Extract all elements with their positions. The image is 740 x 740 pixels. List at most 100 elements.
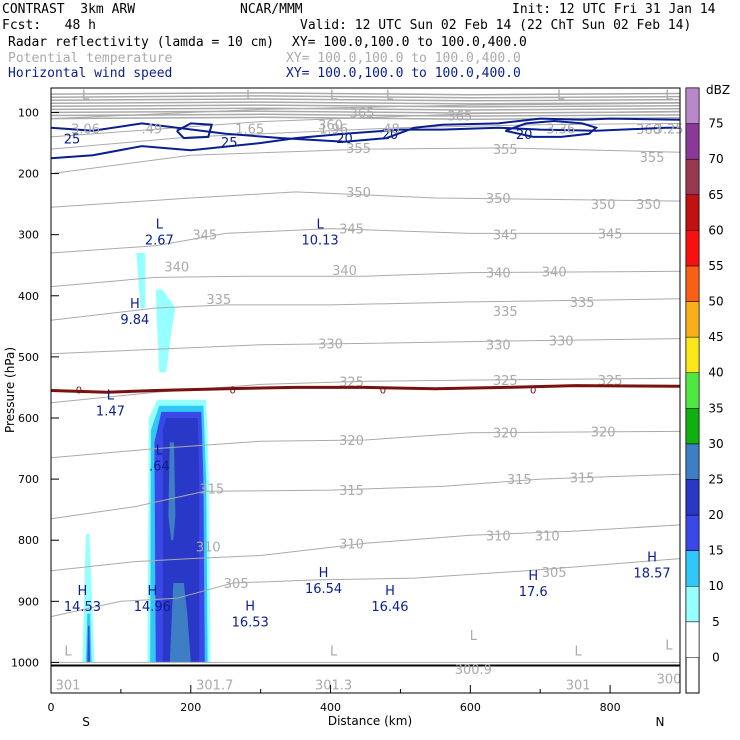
- x-axis-title: Distance (km): [328, 714, 412, 728]
- reflectivity-cell-15dbz: [87, 625, 91, 663]
- reflectivity-layer: [82, 253, 211, 663]
- colorbar-label: 25: [708, 472, 723, 486]
- colorbar-swatch-60: [685, 194, 700, 231]
- theta-upper-line: [50, 95, 681, 99]
- theta-label: 340: [486, 267, 511, 282]
- theta-extremum-marker: L: [665, 638, 673, 653]
- theta-extremum-value: 3.25: [655, 122, 684, 137]
- theta-label: 320: [493, 427, 518, 442]
- theta-extremum-value: 1.65: [235, 122, 264, 137]
- theta-extremum-value: 301.7: [196, 678, 233, 693]
- y-tick-label: 800: [18, 534, 39, 547]
- y-tick-label: 600: [18, 412, 39, 425]
- valid-time: Valid: 12 UTC Sun 02 Feb 14 (22 ChT Sun …: [300, 18, 692, 33]
- x-tick-label: 600: [460, 701, 481, 714]
- theta-line-310: [50, 524, 681, 572]
- colorbar-swatch-5: [685, 585, 700, 623]
- colorbar-swatch-25: [685, 443, 700, 480]
- theta-line-325: [50, 377, 681, 404]
- theta-upper-line: [50, 107, 681, 111]
- wind-extremum-marker: L: [316, 218, 324, 233]
- theta-label: 350: [486, 192, 511, 207]
- x-tick-label: 0: [48, 701, 55, 714]
- reflectivity-cell-5dbz: [82, 534, 95, 663]
- theta-label: 345: [192, 229, 217, 244]
- colorbar-label: 60: [708, 223, 723, 237]
- colorbar-label: 40: [708, 366, 723, 380]
- wind-contour: [50, 117, 681, 143]
- axis-layer: 0 200 400 600 800100200300400500600700800900…: [11, 106, 621, 714]
- wind-extremum-value: .64: [149, 460, 170, 475]
- colorbar-label: 30: [708, 437, 723, 451]
- wind-extremum-marker: L: [156, 444, 164, 459]
- theta-upper-line: [50, 101, 681, 105]
- wind-extremum-value: 18.57: [633, 567, 670, 582]
- theta-upper-line: [50, 113, 681, 117]
- colorbar-swatch-0: [685, 621, 700, 658]
- theta-label: 310: [196, 540, 221, 555]
- freezing-level-label: 0: [380, 385, 386, 396]
- reflectivity-cell-25dbz: [168, 442, 176, 541]
- theta-line-320: [50, 430, 681, 459]
- theta-extremum-value: 300.9: [455, 663, 492, 678]
- theta-label: 305: [224, 577, 249, 592]
- colorbar-swatch-35: [685, 372, 700, 409]
- freezing-level-line: [50, 384, 681, 394]
- colorbar-label: 45: [708, 330, 723, 344]
- wind-extremum-marker: H: [78, 584, 88, 599]
- colorbar-swatch-45: [685, 301, 700, 338]
- theta-extremum-marker: L: [64, 644, 72, 659]
- theta-label: 345: [598, 227, 623, 242]
- theta-label: 335: [570, 296, 595, 311]
- theta-extremum-value: 300: [657, 672, 682, 687]
- reflectivity-cell-25dbz: [169, 583, 191, 663]
- theta-extremum-marker: L: [575, 644, 583, 659]
- theta-label: 330: [549, 334, 574, 349]
- theta-label: 315: [339, 484, 364, 499]
- theta-label: 340: [332, 264, 357, 279]
- theta-line-345: [50, 228, 680, 254]
- colorbar-swatch-40: [685, 336, 700, 373]
- freezing-level-label: 0: [76, 385, 82, 396]
- colorbar-label: 20: [708, 508, 723, 522]
- wind-extremum-value: 16.54: [305, 582, 342, 597]
- theta-line-305: [50, 558, 681, 618]
- theta-label: 315: [199, 482, 224, 497]
- colorbar-swatch-10: [685, 550, 700, 587]
- wind-contour-label: 20: [382, 128, 399, 143]
- colorbar-label: 10: [708, 579, 723, 593]
- theta-extremum-value: 3.36: [546, 122, 575, 137]
- theta-extremum-marker: L: [557, 88, 565, 103]
- theta-upper-line: [50, 116, 681, 120]
- theta-label: 320: [591, 425, 616, 440]
- theta-label: 335: [493, 305, 518, 320]
- theta-label: 355: [493, 143, 518, 158]
- y-tick-label: 100: [18, 106, 39, 119]
- wind-extremum-value: 9.84: [120, 313, 149, 328]
- theta-extremum-marker: L: [246, 88, 254, 103]
- field2-xy: XY= 100.0,100.0 to 100.0,400.0: [286, 51, 521, 66]
- wind-extremum-marker: H: [647, 551, 657, 566]
- theta-label: 350: [591, 198, 616, 213]
- colorbar-label: 35: [708, 401, 723, 415]
- theta-label: 355: [346, 142, 371, 157]
- colorbar-label: 5: [712, 615, 720, 629]
- south-label: S: [82, 715, 90, 729]
- colorbar-layer: 0 5 10 15 20 25 30 35 40 45 50 55 60 65 70 75: [685, 87, 724, 694]
- y-axis-title: Pressure (hPa): [3, 347, 17, 433]
- theta-label: 320: [339, 434, 364, 449]
- theta-label: 345: [493, 229, 518, 244]
- wind-extremum-value: 16.53: [232, 616, 269, 631]
- y-tick-label: 700: [18, 473, 39, 486]
- theta-upper-line: [50, 104, 681, 108]
- wind-extremum-value: 2.67: [145, 234, 174, 249]
- x-tick-label: 400: [320, 701, 341, 714]
- theta-label: 340: [164, 260, 189, 275]
- wind-extremum-marker: L: [156, 218, 164, 233]
- colorbar-swatch-15: [685, 514, 700, 551]
- wind-extremum-marker: H: [245, 600, 255, 615]
- theta-label: 330: [486, 339, 511, 354]
- field3-label: Horizontal wind speed: [8, 66, 173, 81]
